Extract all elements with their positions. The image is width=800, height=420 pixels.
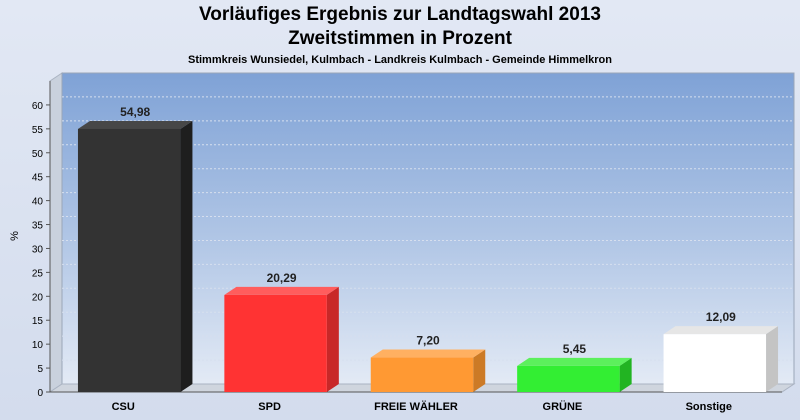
bar-freie-w-hler bbox=[370, 349, 486, 392]
y-tick-label: 30 bbox=[32, 244, 44, 255]
x-axis-categories: CSU SPD FREIE WÄHLER GRÜNE Sonstige bbox=[112, 400, 732, 413]
bar-side bbox=[326, 286, 339, 392]
bar-value-label: 12,09 bbox=[706, 310, 736, 324]
bar-side bbox=[619, 357, 632, 392]
y-tick-label: 50 bbox=[32, 149, 44, 160]
bar-csu bbox=[77, 120, 193, 393]
x-tick-label: FREIE WÄHLER bbox=[374, 400, 458, 413]
y-tick-label: 25 bbox=[32, 268, 44, 279]
chart-title: Vorläufiges Ergebnis zur Landtagswahl 20… bbox=[199, 4, 601, 25]
y-axis-ticks: 0 5 10 15 20 25 30 35 40 45 50 55 60 bbox=[32, 101, 50, 399]
bar-front bbox=[77, 128, 181, 393]
bar-side bbox=[180, 120, 193, 393]
bar-front bbox=[370, 357, 474, 392]
bar-side bbox=[766, 326, 779, 392]
bar-top bbox=[517, 357, 632, 366]
y-tick-label: 45 bbox=[32, 173, 44, 184]
x-tick-label: SPD bbox=[258, 401, 281, 413]
y-tick-label: 55 bbox=[32, 125, 44, 136]
bar-top bbox=[370, 349, 486, 358]
bar-top bbox=[224, 286, 339, 295]
bar-spd bbox=[224, 286, 339, 392]
x-tick-label: CSU bbox=[112, 401, 135, 413]
bar-sonstige bbox=[663, 326, 779, 392]
x-tick-label: GRÜNE bbox=[543, 400, 583, 413]
y-tick-label: 0 bbox=[37, 388, 43, 399]
bar-front bbox=[663, 334, 767, 392]
x-tick-label: Sonstige bbox=[686, 401, 732, 413]
y-tick-label: 40 bbox=[32, 197, 44, 208]
y-tick-label: 5 bbox=[37, 364, 43, 375]
bar-value-label: 20,29 bbox=[267, 271, 297, 285]
bar-top bbox=[77, 120, 193, 129]
y-axis-label: % bbox=[9, 231, 21, 241]
chart-title-line-2: Zweitstimmen in Prozent bbox=[288, 28, 512, 49]
bar-value-label: 7,20 bbox=[416, 334, 440, 348]
bar-top bbox=[663, 326, 779, 335]
plot-left-wall bbox=[49, 72, 63, 393]
bar-side bbox=[473, 349, 486, 392]
y-tick-label: 15 bbox=[32, 316, 44, 327]
y-tick-label: 35 bbox=[32, 221, 44, 232]
bar-gr-ne bbox=[517, 357, 632, 392]
value-labels: 54,98 20,29 7,20 5,45 12,09 bbox=[120, 105, 736, 356]
bar-value-label: 5,45 bbox=[563, 342, 587, 356]
bar-front bbox=[517, 365, 620, 392]
bars bbox=[77, 120, 779, 393]
bar-front bbox=[224, 294, 327, 392]
y-tick-label: 10 bbox=[32, 340, 44, 351]
bar-value-label: 54,98 bbox=[120, 105, 150, 119]
y-tick-label: 60 bbox=[32, 101, 44, 112]
y-tick-label: 20 bbox=[32, 292, 44, 303]
chart-subtitle: Stimmkreis Wunsiedel, Kulmbach - Landkre… bbox=[187, 54, 612, 66]
